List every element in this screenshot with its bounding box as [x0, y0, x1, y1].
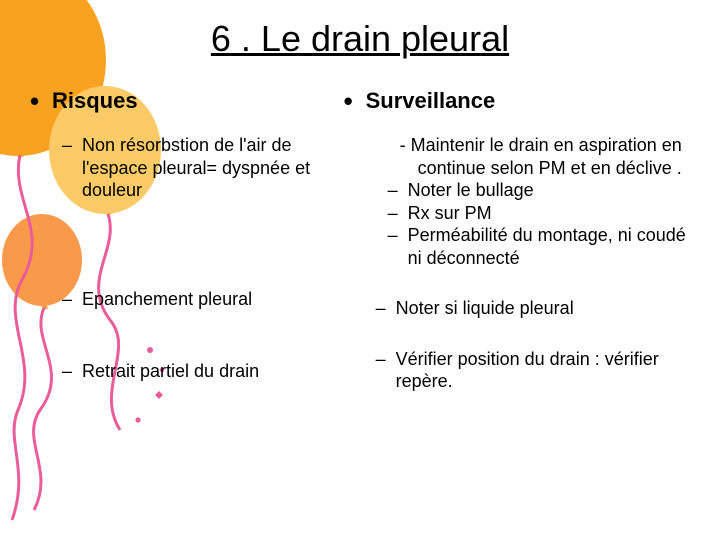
right-sub-1: Noter le bullage	[388, 179, 687, 202]
right-item-2: Noter si liquide pleural	[376, 297, 687, 320]
right-sub-3: Perméabilité du montage, ni coudé ni déc…	[388, 224, 687, 269]
right-sub-2: Rx sur PM	[388, 202, 687, 225]
slide-title: 6 . Le drain pleural	[30, 18, 690, 60]
left-item-3: Retrait partiel du drain	[62, 360, 334, 383]
left-heading: Risques	[30, 88, 334, 114]
right-lead: - Maintenir le drain en aspiration en co…	[400, 134, 687, 179]
right-column: Surveillance - Maintenir le drain en asp…	[344, 88, 687, 401]
left-column: Risques Non résorbstion de l'air de l'es…	[30, 88, 334, 401]
right-item-3: Vérifier position du drain : vérifier re…	[376, 348, 687, 393]
right-heading: Surveillance	[344, 88, 687, 114]
two-columns: Risques Non résorbstion de l'air de l'es…	[30, 88, 690, 401]
slide-content: 6 . Le drain pleural Risques Non résorbs…	[0, 0, 720, 421]
left-item-2: Epanchement pleural	[62, 288, 334, 311]
left-item-1: Non résorbstion de l'air de l'espace ple…	[62, 134, 334, 202]
